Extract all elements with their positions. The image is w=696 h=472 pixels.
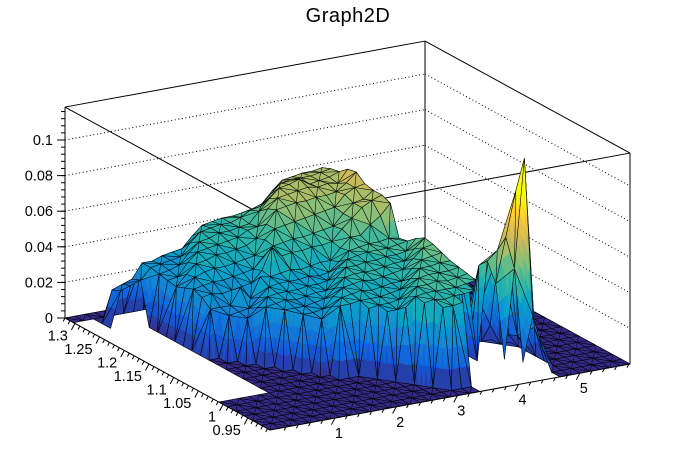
y-tick-label: 0.95 [213, 423, 241, 439]
z-tick-label: 0.1 [33, 133, 53, 149]
plot-title: Graph2D [305, 5, 391, 27]
z-tick-label: 0.08 [25, 169, 53, 185]
y-tick-label: 1.05 [163, 396, 191, 412]
z-tick-label: 0.06 [25, 204, 53, 220]
y-tick-label: 1.1 [147, 382, 167, 398]
z-tick-label: 0.04 [25, 240, 53, 256]
y-axis-group: 0.951 1.051.1 1.151.2 1.251.3 [48, 317, 271, 439]
x-tick-label: 4 [519, 392, 527, 408]
x-axis-group: 1 2 3 4 5 [269, 363, 631, 442]
y-tick-label: 1.3 [48, 328, 68, 344]
x-tick-label: 3 [457, 404, 465, 420]
x-tick-label: 2 [396, 415, 404, 431]
y-tick-label: 1 [208, 409, 216, 425]
y-tick-label: 1.15 [114, 369, 142, 385]
y-tick-label: 1.2 [97, 355, 117, 371]
z-tick-label: 0.02 [25, 275, 53, 291]
z-tick-label: 0 [45, 311, 53, 327]
surface-mesh [64, 158, 631, 431]
x-tick-label: 1 [335, 426, 343, 442]
x-tick-label: 5 [580, 381, 588, 397]
z-axis-group: 0 0.02 0.04 0.06 0.08 0.1 [25, 107, 66, 327]
y-tick-label: 1.25 [64, 342, 92, 358]
wall-gridlines [64, 73, 631, 329]
